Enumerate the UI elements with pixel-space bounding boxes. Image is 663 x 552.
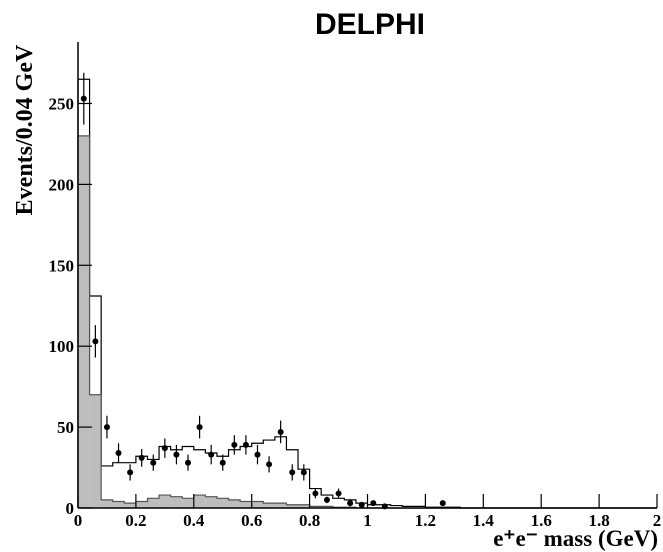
histogram-bar — [228, 499, 241, 508]
histogram-bar — [101, 499, 113, 508]
y-tick-label: 250 — [49, 94, 75, 113]
x-tick-label: 1.8 — [588, 511, 609, 530]
histogram-bar — [147, 459, 160, 508]
data-point — [208, 451, 215, 458]
data-point — [370, 500, 377, 507]
histogram-bar — [367, 504, 380, 508]
data-point — [196, 424, 203, 431]
data-point — [439, 500, 446, 507]
histogram-bar — [159, 495, 171, 508]
data-point — [161, 445, 168, 452]
data-point — [300, 469, 307, 476]
x-tick-label: 0.6 — [241, 511, 262, 530]
data-point — [150, 459, 157, 466]
histogram-bar — [135, 501, 148, 508]
data-point — [266, 461, 273, 468]
data-point — [219, 459, 226, 466]
histogram-bar — [205, 496, 217, 508]
x-tick-label: 0.4 — [183, 511, 205, 530]
histogram-bar — [263, 503, 275, 508]
data-point — [312, 490, 319, 497]
histogram-bar — [274, 436, 287, 508]
y-tick-label: 200 — [49, 175, 75, 194]
histogram-bar — [216, 498, 229, 508]
histogram-bar — [251, 443, 264, 508]
y-tick-label: 150 — [49, 256, 75, 275]
histogram-bar — [216, 456, 229, 508]
histogram-bar — [286, 504, 299, 508]
data-point — [347, 500, 354, 507]
y-tick-label: 100 — [49, 337, 75, 356]
histogram-bar — [124, 462, 136, 508]
histogram-bar — [182, 498, 194, 508]
x-tick-label: 1.4 — [473, 511, 495, 530]
histogram-bar — [205, 452, 217, 508]
histogram-bar — [274, 503, 287, 508]
x-axis-label: e⁺e⁻ mass (GeV) — [493, 526, 658, 551]
y-axis-label: Events/0.04 GeV — [12, 44, 38, 215]
histogram-bar — [321, 506, 333, 508]
histogram-bar — [147, 498, 160, 508]
data-point — [323, 496, 330, 503]
data-point — [138, 454, 145, 461]
histogram-bar — [402, 506, 414, 508]
histogram-bar — [251, 501, 264, 508]
histogram-bar — [263, 440, 275, 508]
histogram-bar — [170, 449, 183, 508]
data-point — [289, 469, 296, 476]
chart-title: DELPHI — [315, 8, 425, 41]
x-tick-label: 2 — [653, 511, 662, 530]
data-point — [358, 501, 365, 508]
data-point — [335, 490, 342, 497]
data-point — [103, 424, 110, 431]
data-point — [254, 451, 261, 458]
data-point — [115, 449, 122, 456]
histogram-bar — [159, 446, 171, 508]
histogram-bar — [193, 495, 206, 508]
x-tick-label: 0.8 — [299, 511, 320, 530]
data-point — [127, 469, 134, 476]
histogram-bar — [112, 501, 125, 508]
x-tick-label: 0.2 — [125, 511, 146, 530]
histogram-bar — [413, 506, 426, 508]
data-point — [231, 441, 238, 448]
histogram-bar — [78, 135, 90, 508]
histogram-bar — [101, 465, 113, 508]
x-tick-label: 1 — [363, 511, 372, 530]
data-point — [185, 459, 192, 466]
histogram-bar — [89, 394, 102, 508]
x-tick-label: 1.2 — [415, 511, 436, 530]
y-tick-label: 50 — [57, 418, 74, 437]
histogram-bar — [332, 498, 345, 508]
y-tick-label: 0 — [66, 499, 75, 518]
histogram-bar — [298, 504, 310, 508]
x-tick-label: 0 — [74, 511, 83, 530]
histogram-bar — [309, 488, 322, 508]
histogram-bar — [170, 496, 183, 508]
histogram-bar — [228, 449, 241, 508]
histogram-bar — [240, 501, 252, 508]
data-point — [92, 338, 99, 345]
x-tick-label: 1.6 — [531, 511, 552, 530]
data-point — [173, 451, 180, 458]
histogram-bar — [298, 469, 310, 508]
data-point — [277, 428, 284, 435]
histogram-bar — [135, 456, 148, 508]
histogram-bar — [309, 506, 322, 508]
histogram-bar — [182, 446, 194, 508]
histogram-bar — [124, 503, 136, 508]
histogram-bar — [193, 449, 206, 508]
data-point — [80, 95, 87, 102]
histogram-bar — [240, 446, 252, 508]
histogram-bar — [112, 462, 125, 508]
data-point — [242, 441, 249, 448]
histogram-bar — [390, 505, 403, 508]
